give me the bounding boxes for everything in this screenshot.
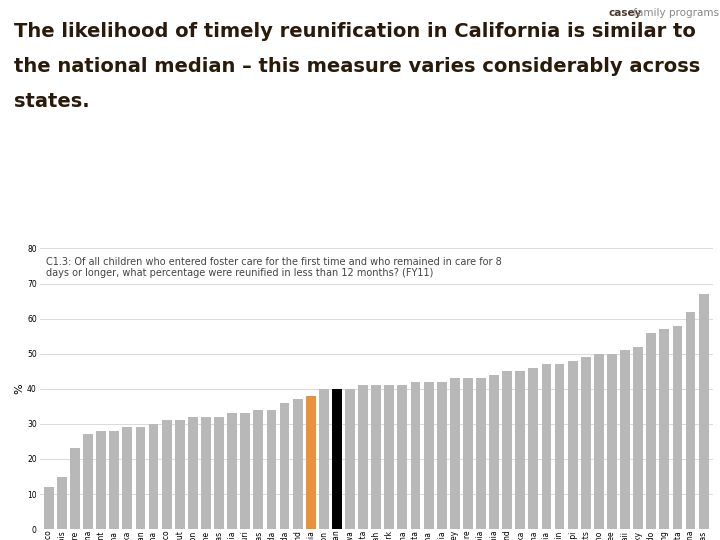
Bar [672, 326, 683, 529]
Bar [633, 347, 643, 529]
Bar [319, 389, 329, 529]
Bar [607, 354, 617, 529]
Bar [503, 372, 512, 529]
Text: The likelihood of timely reunification in California is similar to: The likelihood of timely reunification i… [14, 22, 696, 40]
Bar [516, 372, 525, 529]
Bar [410, 382, 420, 529]
Bar [57, 476, 67, 529]
Bar [332, 389, 342, 529]
Bar [620, 350, 630, 529]
Bar [568, 361, 577, 529]
Bar [122, 428, 132, 529]
Bar [685, 312, 696, 529]
Bar [162, 420, 171, 529]
Bar [554, 364, 564, 529]
Bar [109, 431, 120, 529]
Bar [594, 354, 604, 529]
Bar [253, 410, 264, 529]
Bar [228, 414, 237, 529]
Bar [201, 417, 211, 529]
Text: C1.3: Of all children who entered foster care for the first time and who remaine: C1.3: Of all children who entered foster… [46, 257, 502, 279]
Bar [423, 382, 433, 529]
Bar [96, 431, 106, 529]
Bar [660, 329, 670, 529]
Bar [240, 414, 250, 529]
Bar [135, 428, 145, 529]
Bar [581, 357, 590, 529]
Bar [528, 368, 539, 529]
Bar [306, 396, 315, 529]
Bar [188, 417, 198, 529]
Bar [437, 382, 446, 529]
Bar [279, 403, 289, 529]
Bar [266, 410, 276, 529]
Bar [83, 434, 93, 529]
Text: states.: states. [14, 92, 90, 111]
Bar [698, 294, 708, 529]
Bar [148, 424, 158, 529]
Bar [489, 375, 499, 529]
Y-axis label: %: % [14, 383, 24, 394]
Bar [463, 378, 473, 529]
Bar [358, 386, 368, 529]
Bar [70, 448, 80, 529]
Bar [175, 420, 184, 529]
Text: family programs: family programs [630, 8, 719, 18]
Bar [214, 417, 224, 529]
Bar [372, 386, 381, 529]
Bar [293, 399, 302, 529]
Bar [476, 378, 486, 529]
Bar [541, 364, 552, 529]
Bar [450, 378, 459, 529]
Text: casey: casey [608, 8, 642, 18]
Bar [345, 389, 355, 529]
Text: the national median – this measure varies considerably across: the national median – this measure varie… [14, 57, 701, 76]
Bar [384, 386, 395, 529]
Bar [44, 487, 54, 529]
Bar [647, 333, 656, 529]
Bar [397, 386, 408, 529]
